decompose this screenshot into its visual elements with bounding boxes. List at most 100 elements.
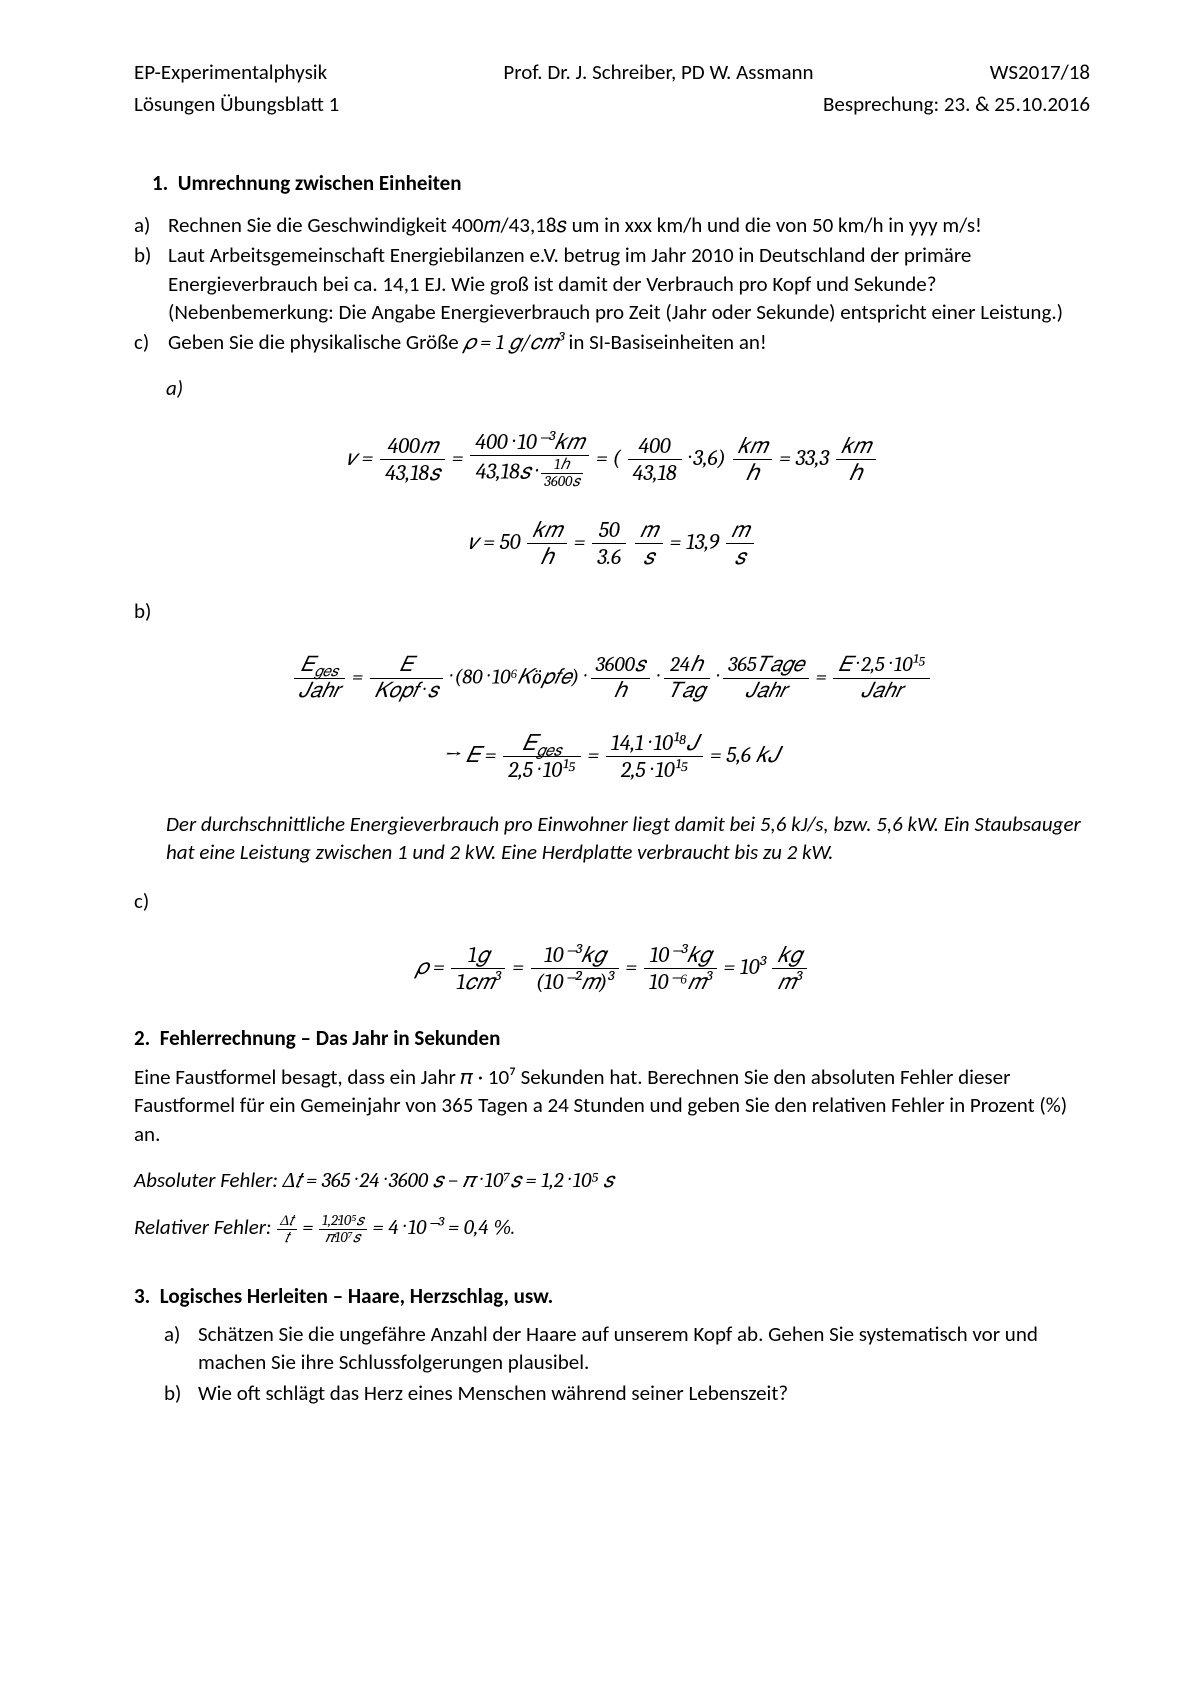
section-2-number: 2. [134,1025,150,1051]
q-1c-pre: Geben Sie die physikalische Größe [168,329,463,355]
frac-den: 1𝑐𝑚³ [451,969,505,994]
frac-num: 𝑘𝑔 [772,943,806,969]
frac-num: 𝑚 [726,518,754,544]
frac-num: 𝐸𝑔𝑒𝑠 [503,731,580,757]
section-2-title: 2. Fehlerrechnung – Das Jahr in Sekunden [134,1024,1090,1052]
frac-den: 𝑠 [635,544,663,569]
eq-text: = 13,9 [670,529,720,555]
equation-1a-2: 𝑣 = 50 𝑘𝑚ℎ = 503.6 𝑚𝑠 = 13,9 𝑚𝑠 [134,518,1090,569]
section-3-number: 3. [134,1283,150,1309]
relative-error: Relativer Fehler: Δ𝑡𝑡 = 1,2·10⁵𝑠𝜋·10⁷𝑠 =… [134,1213,1090,1246]
eq-text: = [625,954,637,980]
eq-text: = [588,742,600,768]
header-center: Prof. Dr. J. Schreiber, PD W. Assmann [503,58,813,86]
q-3a-text: Schätzen Sie die ungefähre Anzahl der Ha… [198,1320,1090,1377]
q-1a: a) Rechnen Sie die Geschwindigkeit 400𝑚/… [134,211,1090,239]
marker-a: a) [164,1320,198,1348]
frac-den: 𝐽𝑎ℎ𝑟 [833,679,930,703]
eq-text: = [352,665,363,689]
frac-den: 𝑠 [726,544,754,569]
q-1c: c) Geben Sie die physikalische Größe 𝜌 =… [134,328,1090,357]
q-3a: a) Schätzen Sie die ungefähre Anzahl der… [164,1320,1090,1377]
frac-num: 𝐸 [370,654,443,679]
frac-den: 43,18 [628,460,682,485]
frac-num: 1𝑔 [451,943,505,969]
frac-num: 14,1 · 10¹⁸𝐽 [606,731,703,757]
eq-text: = 4 · 10⁻³ = 0,4 %. [372,1216,515,1240]
frac-den: 3.6 [592,544,626,569]
eq-text: = [816,665,827,689]
header-row-2: Lösungen Übungsblatt 1 Besprechung: 23. … [134,90,1090,118]
q-3b: b) Wie oft schlägt das Herz eines Mensch… [164,1379,1090,1407]
q-1c-text: Geben Sie die physikalische Größe 𝜌 = 1 … [168,328,1090,357]
frac-num: 400𝑚 [380,434,445,460]
frac-den: 𝜋·10⁷𝑠 [319,1230,367,1246]
equation-1c: 𝜌 = 1𝑔1𝑐𝑚³ = 10⁻³𝑘𝑔(10⁻²𝑚)³ = 10⁻³𝑘𝑔10⁻⁶… [134,943,1090,994]
frac-num: 𝐸 · 2,5 · 10¹⁵ [833,654,930,679]
section-3-title: 3. Logisches Herleiten – Haare, Herzschl… [134,1282,1090,1310]
eq-text: 𝑣 = 50 [468,529,520,555]
frac-den: 3600𝑠 [541,474,583,490]
frac-num: 50 [592,518,626,544]
frac-num: 10⁻³𝑘𝑔 [644,943,717,969]
section-1-title: 1. Umrechnung zwischen Einheiten [152,169,1090,197]
marker-b: b) [164,1379,198,1407]
eq-text: = 10³ [724,954,766,980]
q-1c-math: 𝜌 = 1 𝑔/𝑐𝑚³ [463,331,563,355]
frac-num: 𝐸𝑔𝑒𝑠 [294,654,346,679]
frac-num: 365𝑇𝑎𝑔𝑒 [723,654,809,679]
eq-text: → 𝐸 = [445,742,497,768]
frac-den: 𝑇𝑎𝑔 [664,679,710,703]
eq-text: · 3,6) [688,445,725,471]
page: EP-Experimentalphysik Prof. Dr. J. Schre… [0,0,1200,1697]
frac-num: 𝑘𝑚 [836,434,876,460]
section-1-number: 1. [152,170,168,196]
eq-text: · (80 · 10⁶𝐾ö𝑝𝑓𝑒) · [450,665,584,689]
section-1-questions: a) Rechnen Sie die Geschwindigkeit 400𝑚/… [134,211,1090,358]
marker-c: c) [134,328,168,356]
frac-den: ℎ [527,544,567,569]
equation-1b-2: → 𝐸 = 𝐸𝑔𝑒𝑠2,5 · 10¹⁵ = 14,1 · 10¹⁸𝐽2,5 ·… [134,731,1090,782]
solution-label-b: b) [134,597,1090,625]
eq-text: 𝑣 = [346,445,373,471]
frac-num: 10⁻³𝑘𝑔 [531,943,619,969]
eq-text: = [574,529,586,555]
frac-num: 𝑘𝑚 [733,434,773,460]
eq-text: = [512,954,524,980]
eq-text: 43,18𝑠 · [476,459,536,485]
header-row-1: EP-Experimentalphysik Prof. Dr. J. Schre… [134,58,1090,86]
marker-a: a) [134,211,168,239]
section-2-para: Eine Faustformel besagt, dass ein Jahr 𝜋… [134,1063,1090,1148]
frac-den: 43,18𝑠 [380,460,445,485]
frac-num: 400 · 10⁻³𝑘𝑚 [470,430,589,456]
rel-label: Relativer Fehler: [134,1214,276,1240]
frac-den: 2,5 · 10¹⁵ [503,757,580,782]
frac-den: 10⁻⁶𝑚³ [644,969,717,994]
frac-den: (10⁻²𝑚)³ [531,969,619,994]
header-left: EP-Experimentalphysik [134,58,327,86]
q-1b: b) Laut Arbeitsgemeinschaft Energiebilan… [134,241,1090,326]
frac-den: ℎ [591,679,651,703]
frac-num: 400 [628,434,682,460]
frac-num: 24ℎ [664,654,710,679]
solution-label-a: a) [166,374,1090,402]
eq-text: = 5,6 𝑘𝐽 [710,742,779,768]
frac-den: 2,5 · 10¹⁵ [606,757,703,782]
equation-1a-1: 𝑣 = 400𝑚43,18𝑠 = 400 · 10⁻³𝑘𝑚 43,18𝑠 · 1… [134,430,1090,490]
frac-den: 𝐽𝑎ℎ𝑟 [294,679,346,703]
frac-den: ℎ [733,460,773,485]
comment-1b: Der durchschnittliche Energieverbrauch p… [166,810,1090,867]
eq-text: = ( [596,445,621,471]
section-3-text: Logisches Herleiten – Haare, Herzschlag,… [160,1283,553,1309]
section-3-questions: a) Schätzen Sie die ungefähre Anzahl der… [164,1320,1090,1407]
frac-den: 𝑡 [277,1230,296,1246]
frac-num: 𝑚 [635,518,663,544]
rel-math: Δ𝑡𝑡 = 1,2·10⁵𝑠𝜋·10⁷𝑠 = 4 · 10⁻³ = 0,4 %. [276,1216,515,1240]
header-right2: Besprechung: 23. & 25.10.2016 [823,90,1090,118]
q-1b-text: Laut Arbeitsgemeinschaft Energiebilanzen… [168,241,1090,326]
q-1a-text: Rechnen Sie die Geschwindigkeit 400𝑚/43,… [168,211,1090,239]
frac-den: 𝐾𝑜𝑝𝑓 · 𝑠 [370,679,443,703]
frac-den: 𝐽𝑎ℎ𝑟 [723,679,809,703]
frac-num: 𝑘𝑚 [527,518,567,544]
frac-den: 43,18𝑠 · 1ℎ3600𝑠 [470,456,589,490]
